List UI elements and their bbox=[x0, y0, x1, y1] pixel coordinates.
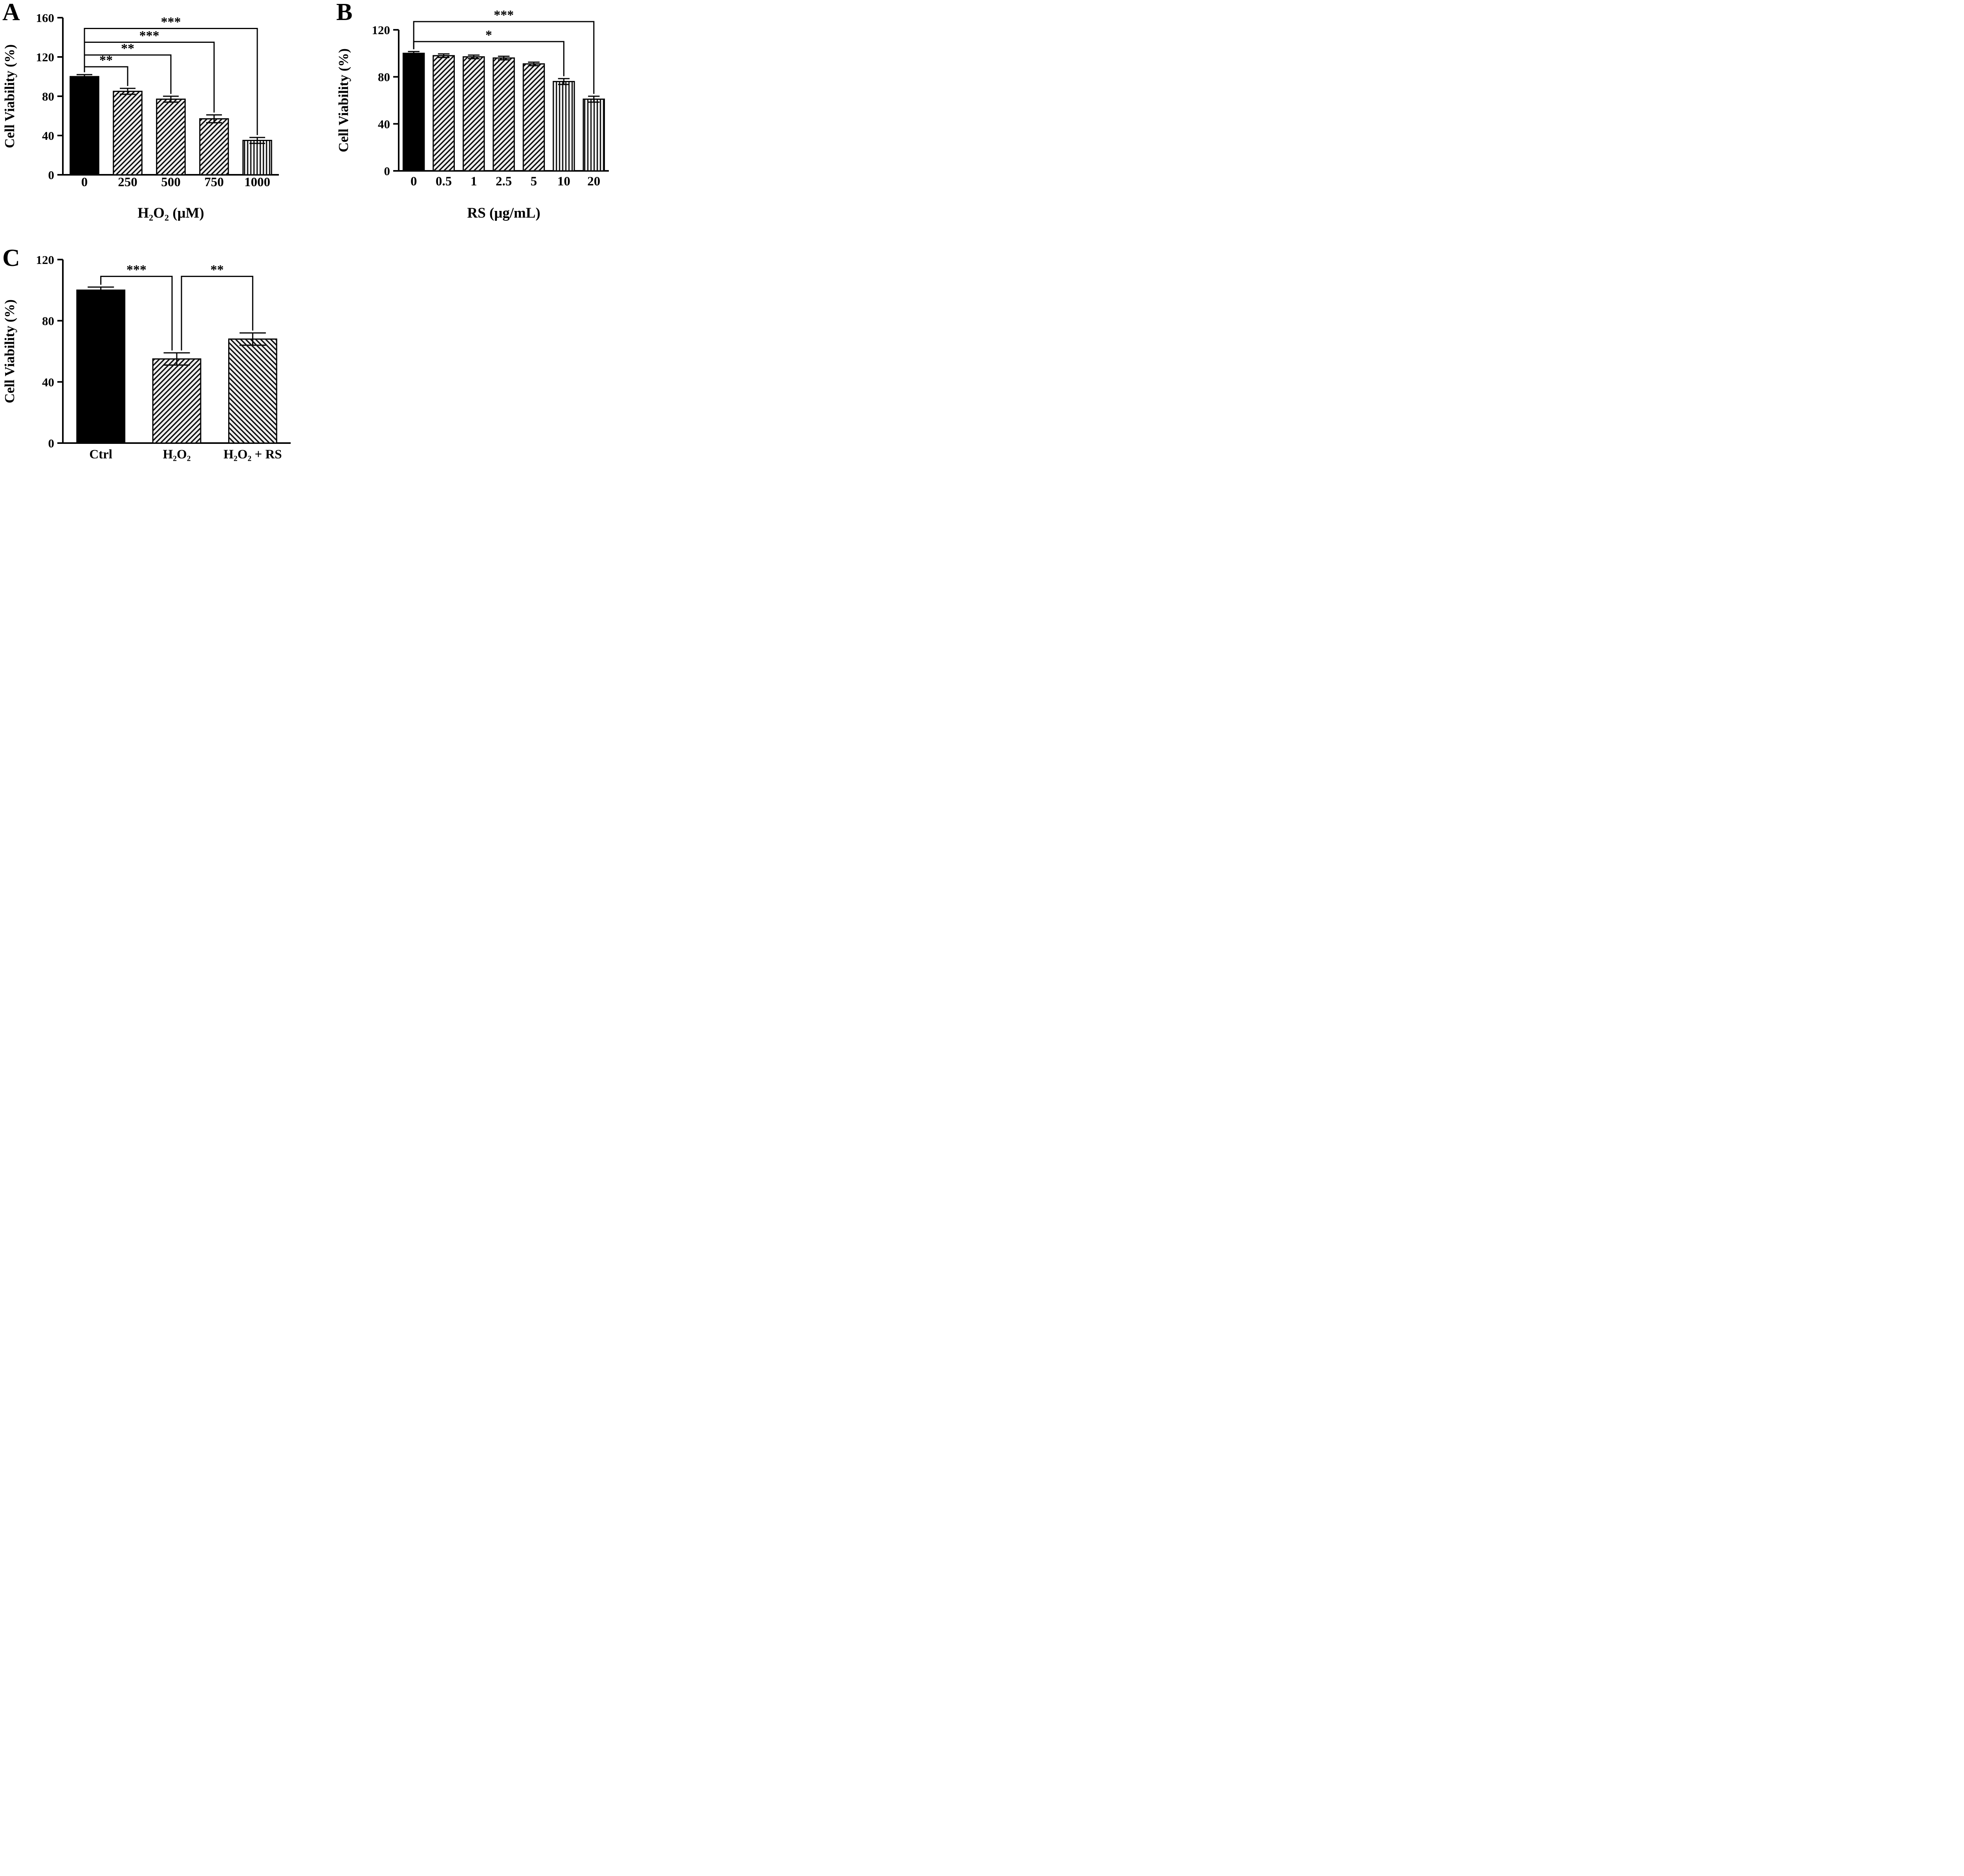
bar-0 bbox=[402, 53, 425, 172]
bar-1 bbox=[462, 56, 485, 172]
bar-H₂O₂ bbox=[152, 358, 202, 444]
significance-bracket bbox=[413, 21, 595, 94]
significance-label: ** bbox=[211, 263, 224, 277]
panel-c-letter: C bbox=[2, 245, 20, 271]
significance-bracket bbox=[181, 276, 253, 351]
bar-Ctrl bbox=[76, 289, 126, 444]
significance-label: *** bbox=[139, 29, 159, 43]
bar-0.5 bbox=[432, 55, 455, 172]
bar-5 bbox=[522, 63, 545, 172]
y-tick-label: 120 bbox=[36, 50, 55, 64]
y-axis-title: Cell Viability (%) bbox=[2, 44, 17, 148]
figure-root: A 0 40 80 120 160 Cell Viability (%) 0 250 500 75… bbox=[0, 0, 617, 471]
y-tick-label: 160 bbox=[36, 11, 55, 25]
panel-c-chart: 0 40 80 120 Cell Viability (%) Ctrl H₂O₂ H₂O₂ +… bbox=[2, 253, 291, 462]
x-category-label: 250 bbox=[118, 175, 137, 189]
x-category-label: 0 bbox=[410, 174, 417, 189]
significance-label: *** bbox=[161, 15, 181, 29]
bar-10 bbox=[553, 81, 575, 172]
x-category-label: 1000 bbox=[244, 175, 270, 189]
bar-250 bbox=[113, 91, 143, 176]
bar-750 bbox=[199, 118, 229, 176]
x-category-label: 750 bbox=[204, 175, 224, 189]
y-tick-label: 0 bbox=[48, 436, 55, 450]
x-category-label: H₂O₂ bbox=[163, 447, 191, 462]
panel-c: C 0 40 80 120 Cell Viability (%) Ctrl H₂O₂ H₂O₂… bbox=[0, 243, 314, 471]
y-tick-label: 80 bbox=[42, 314, 54, 328]
y-tick-label: 120 bbox=[36, 253, 55, 267]
significance-bracket bbox=[84, 28, 258, 135]
panel-b: B 0 40 80 120 Cell Viability (%) 0 0.5 1 2.5 5 10 2… bbox=[334, 0, 617, 240]
panel-a-letter: A bbox=[2, 0, 20, 26]
x-category-label: 1 bbox=[471, 174, 477, 189]
y-tick-label: 40 bbox=[378, 117, 390, 131]
significance-label: * bbox=[486, 28, 492, 42]
bar-2.5 bbox=[493, 57, 515, 172]
y-tick-label: 120 bbox=[372, 23, 390, 37]
x-category-label: 5 bbox=[531, 174, 537, 189]
x-category-label: 500 bbox=[161, 175, 181, 189]
x-category-label: Ctrl bbox=[89, 447, 112, 462]
x-category-label: 0 bbox=[81, 175, 88, 189]
panel-b-letter: B bbox=[336, 0, 353, 26]
y-tick-label: 0 bbox=[48, 168, 55, 182]
significance-label: ** bbox=[121, 41, 134, 56]
x-category-label: 10 bbox=[557, 174, 570, 189]
y-tick-label: 80 bbox=[42, 90, 54, 103]
bar-20 bbox=[583, 98, 605, 172]
bar-1000 bbox=[242, 140, 272, 176]
y-axis-title: Cell Viability (%) bbox=[336, 48, 351, 152]
y-tick-label: 40 bbox=[42, 129, 54, 143]
x-axis-title: H₂O₂ (μM) bbox=[137, 205, 204, 221]
x-category-label: H₂O₂ + RS bbox=[224, 447, 282, 462]
bar-0 bbox=[70, 76, 99, 176]
x-category-label: 20 bbox=[587, 174, 600, 189]
x-axis-title: RS (μg/mL) bbox=[467, 205, 540, 221]
significance-label: *** bbox=[494, 8, 514, 22]
significance-bracket bbox=[100, 276, 173, 351]
y-axis-title: Cell Viability (%) bbox=[2, 299, 17, 403]
x-category-label: 2.5 bbox=[496, 174, 512, 189]
panel-a-chart: 0 40 80 120 160 Cell Viability (%) 0 250 500 750 1… bbox=[2, 11, 279, 221]
bar-H₂O₂ + RS bbox=[228, 338, 277, 444]
panel-a: A 0 40 80 120 160 Cell Viability (%) 0 250 500 75… bbox=[0, 0, 314, 240]
bar-500 bbox=[156, 99, 186, 176]
significance-label: *** bbox=[126, 263, 147, 277]
panel-b-chart: 0 40 80 120 Cell Viability (%) 0 0.5 1 2.5 5 10 20 *… bbox=[336, 8, 609, 221]
x-category-label: 0.5 bbox=[436, 174, 452, 189]
y-tick-label: 40 bbox=[42, 375, 54, 389]
y-tick-label: 80 bbox=[378, 70, 390, 84]
y-tick-label: 0 bbox=[384, 164, 390, 178]
